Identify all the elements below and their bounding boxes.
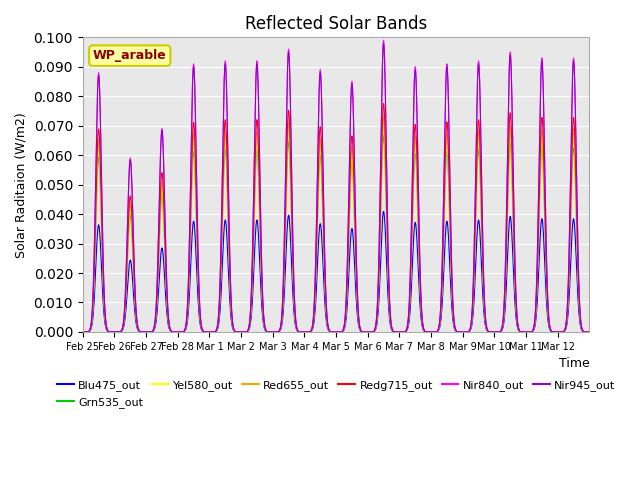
Y-axis label: Solar Raditaion (W/m2): Solar Raditaion (W/m2): [15, 112, 28, 257]
Legend: Blu475_out, Grn535_out, Yel580_out, Red655_out, Redg715_out, Nir840_out, Nir945_: Blu475_out, Grn535_out, Yel580_out, Red6…: [52, 376, 620, 412]
Text: WP_arable: WP_arable: [93, 49, 166, 62]
Title: Reflected Solar Bands: Reflected Solar Bands: [245, 15, 428, 33]
X-axis label: Time: Time: [559, 357, 589, 370]
